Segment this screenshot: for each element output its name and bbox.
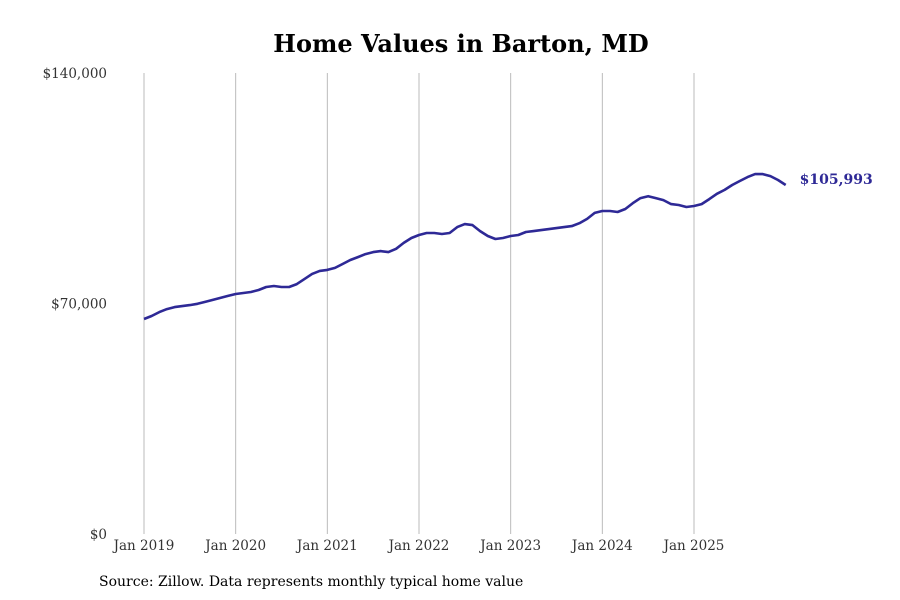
x-tick-label: Jan 2019 <box>112 538 175 554</box>
x-tick-label: Jan 2022 <box>387 538 450 554</box>
series-line <box>143 172 787 321</box>
x-tick-label: Jan 2025 <box>662 538 725 554</box>
x-tick-label: Jan 2021 <box>295 538 358 554</box>
x-tick-label: Jan 2024 <box>570 538 633 554</box>
y-tick-label: $140,000 <box>43 66 107 82</box>
y-tick-label: $70,000 <box>51 297 107 313</box>
x-tick-label: Jan 2020 <box>203 538 266 554</box>
source-note: Source: Zillow. Data represents monthly … <box>99 574 524 590</box>
x-tick-label: Jan 2023 <box>478 538 541 554</box>
end-value-label: $105,993 <box>800 172 873 188</box>
y-tick-label: $0 <box>90 527 107 543</box>
chart-title: Home Values in Barton, MD <box>273 29 648 58</box>
